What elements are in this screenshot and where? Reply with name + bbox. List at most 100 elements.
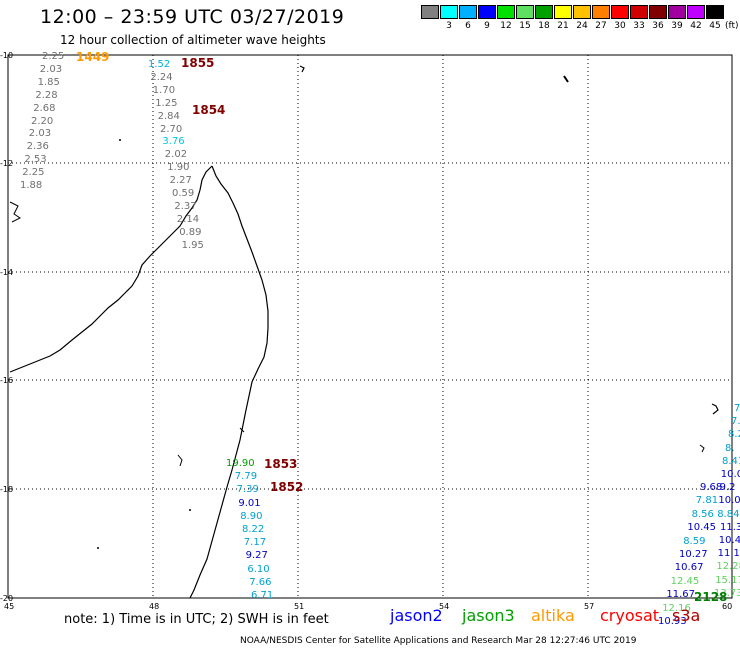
swh-value: 1.88 xyxy=(20,180,43,191)
colorbar-swatch xyxy=(687,5,705,19)
pass-time-label: 2128 xyxy=(694,590,728,604)
colorbar-swatch xyxy=(440,5,458,19)
y-tick-label: -12 xyxy=(0,159,14,168)
page-subtitle: 12 hour collection of altimeter wave hei… xyxy=(60,33,326,47)
y-tick-label: -10 xyxy=(0,51,14,60)
legend-jason2: jason2 xyxy=(390,606,443,625)
legend-altika: altika xyxy=(531,606,575,625)
y-tick-label: -14 xyxy=(0,268,14,277)
swh-value: 12.45 xyxy=(670,575,700,587)
swh-value: 2.37 xyxy=(174,200,197,212)
y-tick-label: -16 xyxy=(0,376,14,385)
swh-value: 10.0 xyxy=(718,495,740,507)
swh-value: 8. xyxy=(725,442,735,454)
colorbar-label: 36 xyxy=(652,21,664,31)
swh-value: 12.16 xyxy=(662,602,691,614)
x-tick-label: 60 xyxy=(722,602,733,611)
page-title: 12:00 – 23:59 UTC 03/27/2019 xyxy=(40,6,345,28)
footer-credit: NOAA/NESDIS Center for Satellite Applica… xyxy=(240,636,637,646)
swh-value: 1.25 xyxy=(155,97,178,109)
swh-value: 2.53 xyxy=(24,154,47,166)
swh-value: 6.71 xyxy=(251,590,274,601)
swh-value: 8.90 xyxy=(240,510,263,522)
swh-value: 8.28 xyxy=(728,429,740,441)
x-tick-label: 51 xyxy=(294,602,305,611)
swh-value: 2.68 xyxy=(33,102,56,114)
swh-value: 2.03 xyxy=(28,128,52,140)
pass-time-label: 1853 xyxy=(264,457,298,471)
swh-value: 10.0 xyxy=(720,469,740,480)
swh-value: 9.27 xyxy=(245,550,268,562)
swh-value: 0.59 xyxy=(172,188,195,199)
swh-value: 10.45 xyxy=(687,522,717,534)
islet-3 xyxy=(189,509,191,511)
swh-value: 2.27 xyxy=(169,175,192,187)
x-tick-label: 54 xyxy=(439,602,450,611)
colorbar-swatch xyxy=(573,5,591,19)
swh-value: 7.58 xyxy=(731,416,740,428)
colorbar-swatch xyxy=(459,5,477,19)
swh-value: 3.76 xyxy=(162,136,185,148)
colorbar-label: 33 xyxy=(633,21,645,31)
swh-value: 8.59 xyxy=(683,535,706,547)
colorbar-label: 45 xyxy=(709,21,721,31)
swh-value: 1.70 xyxy=(152,84,176,96)
island-channel-2 xyxy=(239,427,245,433)
legend-s3a: s3a xyxy=(672,606,701,625)
pass-time-label: 1449 xyxy=(76,50,110,64)
x-tick-label: 45 xyxy=(4,602,15,611)
swh-value: 9.68 xyxy=(700,482,723,493)
island-east-2 xyxy=(699,444,705,453)
pass-time-label: 1852 xyxy=(270,480,304,494)
swh-value: 7.39 xyxy=(236,484,259,496)
colorbar-label: 42 xyxy=(690,21,702,31)
island-north xyxy=(299,65,305,73)
pass-time-label: 1854 xyxy=(192,103,226,117)
swh-value: 2.36 xyxy=(26,141,49,153)
note-text: note: 1) Time is in UTC; 2) SWH is in fe… xyxy=(64,612,329,627)
graticule-grid xyxy=(8,55,732,598)
swh-value: 7.17 xyxy=(243,537,267,549)
swh-value: 13.73 xyxy=(714,587,740,599)
x-tick-label: 48 xyxy=(149,602,160,611)
swh-value: 2.20 xyxy=(31,115,54,127)
swh-value: 2.84 xyxy=(157,110,180,122)
colorbar-swatch xyxy=(478,5,496,19)
swh-value: 2.03 xyxy=(39,63,63,75)
colorbar-label: 18 xyxy=(538,21,550,31)
colorbar-swatch xyxy=(421,5,439,19)
swh-value: 2.02 xyxy=(164,149,188,161)
swh-value: 6.10 xyxy=(247,563,270,575)
swh-value: 19.90 xyxy=(226,458,255,469)
islet-2 xyxy=(97,547,99,549)
swh-value: 2.70 xyxy=(160,123,183,135)
colorbar-label: 15 xyxy=(519,21,531,31)
swh-value: 12.28 xyxy=(716,561,740,573)
colorbar-swatch xyxy=(592,5,610,19)
colorbar-label: 27 xyxy=(595,21,607,31)
colorbar-label: 21 xyxy=(557,21,569,31)
swh-value: 10.49 xyxy=(718,535,740,546)
swh-value: 2.14 xyxy=(176,213,200,225)
swh-value: 9.01 xyxy=(238,497,261,509)
x-tick-label: 57 xyxy=(584,602,595,611)
swh-value: 11.33 xyxy=(720,521,740,533)
colorbar-label: 6 xyxy=(465,21,471,31)
swh-value: 1.95 xyxy=(181,239,204,251)
madagascar-coastline xyxy=(9,165,269,599)
colorbar-label: 39 xyxy=(671,21,683,31)
swh-value: 11.13 xyxy=(717,548,740,560)
swh-value: 0.89 xyxy=(179,226,202,238)
swh-value: 10.67 xyxy=(674,562,704,574)
colorbar-swatch xyxy=(516,5,534,19)
pass-time-label: 1855 xyxy=(181,56,215,70)
colorbar-swatch xyxy=(497,5,515,19)
swh-value: 2.25 xyxy=(22,167,45,179)
map-frame xyxy=(7,54,733,599)
swh-value: 7.81 xyxy=(695,495,719,507)
colorbar-swatch xyxy=(611,5,629,19)
colorbar-label: 9 xyxy=(484,21,490,31)
legend-cryosat: cryosat xyxy=(600,606,660,625)
swh-value: 9.2 xyxy=(719,482,736,494)
